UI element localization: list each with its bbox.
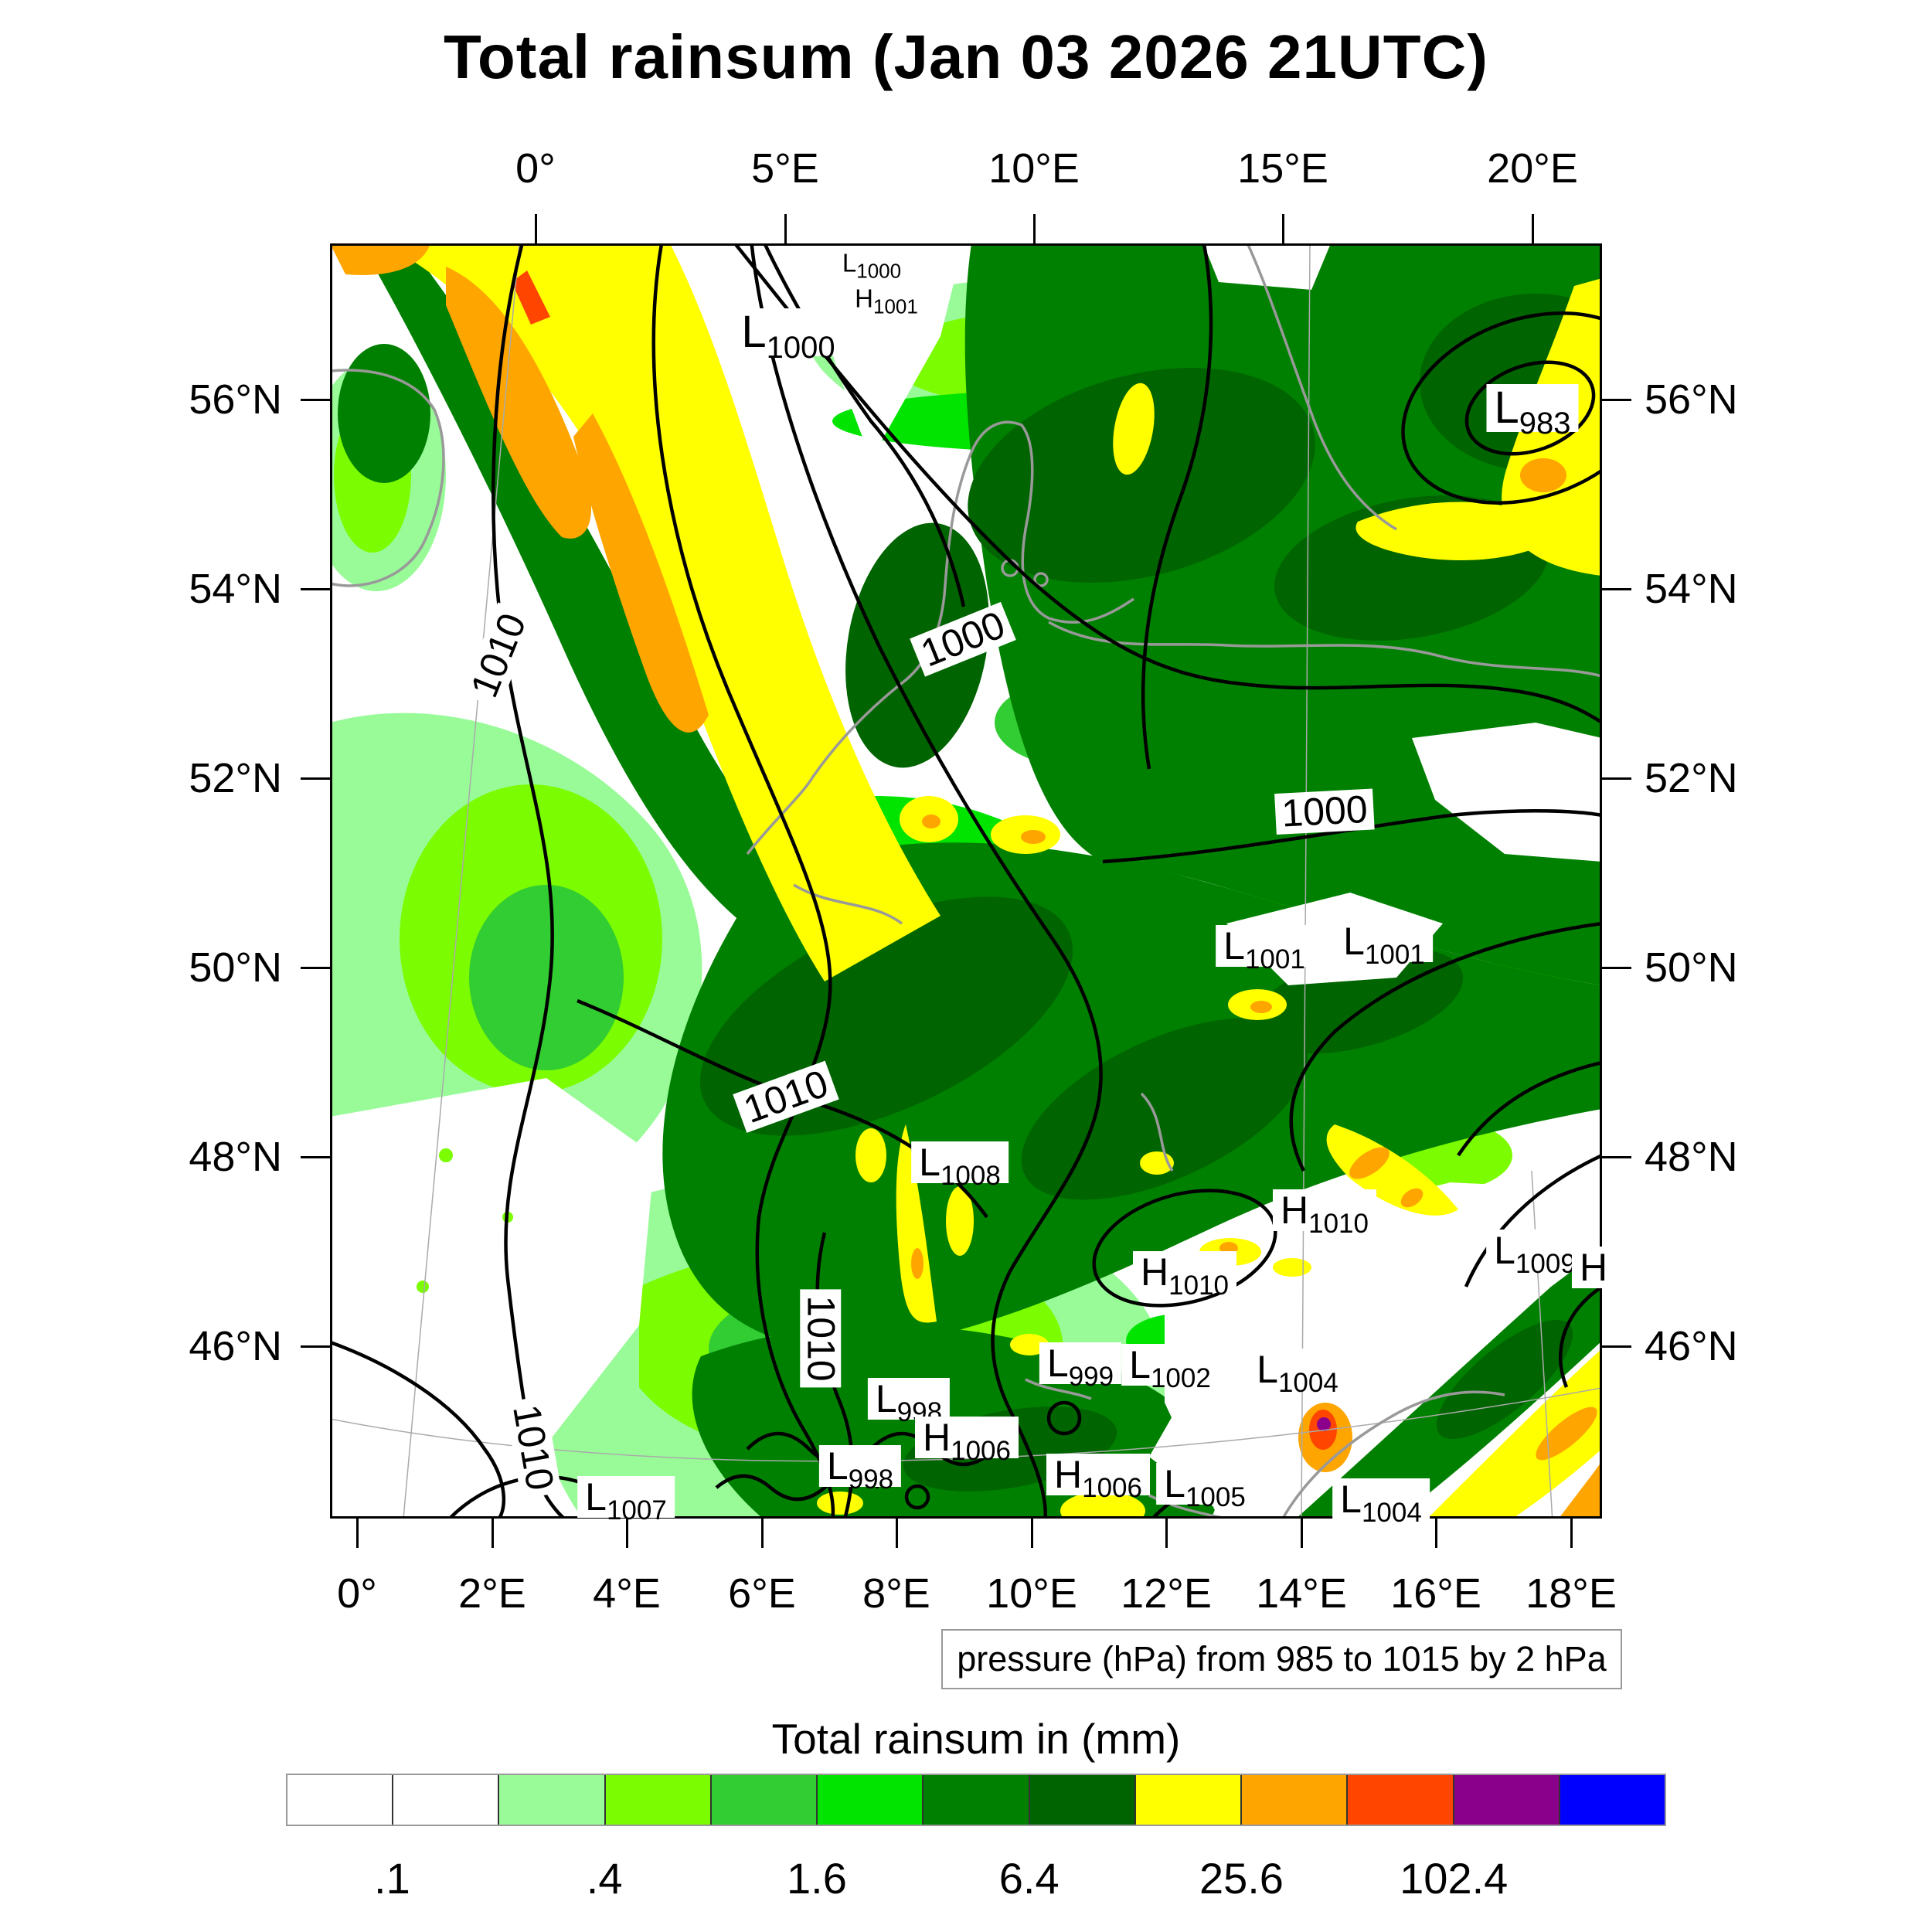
left-tick [301,1345,330,1348]
left-tick-label: 54°N [189,566,282,612]
left-tick [301,777,330,780]
colorbar-cell-11 [1454,1775,1560,1825]
right-tick-label: 50°N [1645,944,1738,991]
top-tick-label: 20°E [1487,145,1578,192]
bottom-tick [896,1519,898,1548]
left-tick-label: 56°N [189,376,282,423]
bottom-tick [492,1519,494,1548]
bottom-tick [626,1519,628,1548]
pressure-legend-note: pressure (hPa) from 985 to 1015 by 2 hPa [941,1629,1622,1689]
left-tick-label: 52°N [189,755,282,801]
bottom-tick-label: 12°E [1121,1570,1212,1617]
colorbar-cell-3 [605,1775,712,1825]
colorbar-cell-8 [1135,1775,1243,1825]
bottom-tick [1435,1519,1437,1548]
bottom-tick-label: 16°E [1390,1570,1481,1617]
coastlines [330,243,1602,1519]
colorbar-cell-5 [818,1775,924,1825]
top-tick-label: 0° [515,145,556,192]
top-tick [1282,214,1284,243]
rain-band-bottom-right [1296,1248,1602,1519]
bottom-tick [761,1519,764,1548]
bottom-tick [356,1519,359,1548]
bottom-tick-label: 4°E [593,1570,661,1617]
bottom-tick-label: 2°E [458,1570,526,1617]
right-tick-label: 46°N [1645,1323,1738,1369]
right-tick [1602,399,1631,401]
rain-field-svg [330,243,1602,1519]
colorbar-cell-6 [923,1775,1030,1825]
colorbar-cell-12 [1560,1775,1665,1825]
left-tick [301,967,330,969]
right-tick-label: 56°N [1645,376,1738,423]
colorbar-label: 102.4 [1400,1854,1509,1903]
colorbar-label: .1 [374,1854,410,1903]
left-tick [301,1156,330,1158]
top-tick [784,214,787,243]
colorbar-cell-7 [1029,1775,1136,1825]
right-tick [1602,967,1631,969]
colorbar-cell-1 [393,1775,500,1825]
colorbar-cell-2 [499,1775,606,1825]
bottom-tick-label: 10°E [986,1570,1077,1617]
colorbar-label: 1.6 [786,1854,847,1903]
colorbar-cell-9 [1242,1775,1349,1825]
top-tick [1033,214,1036,243]
top-tick [535,214,537,243]
colorbar-title: Total rainsum in (mm) [771,1715,1181,1763]
colorbar [286,1774,1666,1826]
right-tick [1602,588,1631,590]
bottom-tick [1031,1519,1033,1548]
left-tick [301,588,330,590]
page-title: Total rainsum (Jan 03 2026 21UTC) [444,22,1488,91]
bottom-tick [1570,1519,1573,1548]
colorbar-label: .4 [586,1854,623,1903]
top-tick-label: 10°E [988,145,1080,192]
colorbar-cell-10 [1348,1775,1454,1825]
bottom-tick [1301,1519,1303,1548]
weather-map [330,243,1602,1519]
left-tick [301,399,330,401]
bottom-tick [1165,1519,1168,1548]
right-tick-label: 52°N [1645,755,1738,801]
left-tick-label: 50°N [189,944,282,991]
top-tick-label: 5°E [751,145,819,192]
bottom-tick-label: 8°E [862,1570,930,1617]
bottom-tick-label: 6°E [728,1570,796,1617]
bottom-tick-label: 18°E [1526,1570,1617,1617]
bottom-tick-label: 0° [337,1570,377,1617]
top-tick-label: 15°E [1237,145,1328,192]
colorbar-cell-4 [711,1775,818,1825]
left-tick-label: 48°N [189,1134,282,1180]
right-tick [1602,777,1631,780]
right-tick [1602,1345,1631,1348]
bottom-tick-label: 14°E [1256,1570,1347,1617]
left-tick-label: 46°N [189,1323,282,1369]
rain-band-core [1436,1319,1573,1440]
colorbar-label: 6.4 [998,1854,1060,1903]
colorbar-cell-0 [287,1775,394,1825]
rain-orange-layer [330,243,1602,1519]
colorbar-label: 25.6 [1199,1854,1284,1903]
right-tick [1602,1156,1631,1158]
right-tick-label: 48°N [1645,1134,1738,1180]
top-tick [1532,214,1534,243]
right-tick-label: 54°N [1645,566,1738,612]
